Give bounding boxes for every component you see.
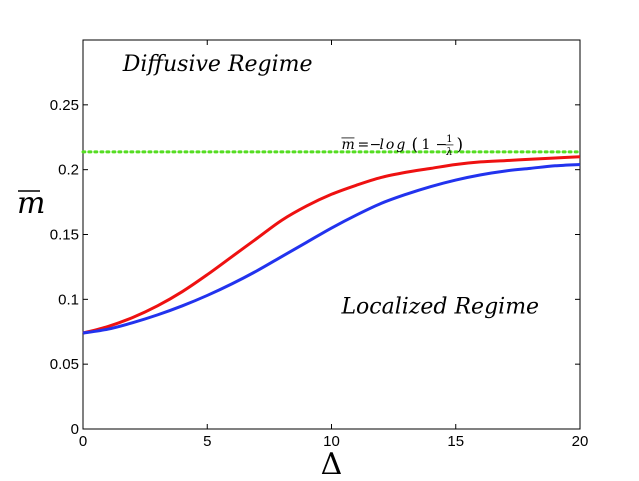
equation-close-paren: ) [456, 135, 463, 155]
x-tick-label: 20 [572, 433, 589, 450]
y-axis-label-text: m [17, 186, 45, 221]
annotation-localized-regime: Localized Regime [340, 295, 539, 320]
equation-log: log [379, 137, 407, 153]
x-axis-label: Δ [321, 447, 343, 481]
x-tick-label: 15 [447, 433, 464, 450]
axis-ticks: 0 5 10 15 20 0 0.05 0.1 0.15 0.2 0.25 [50, 40, 589, 450]
equation-one: 1 [421, 137, 430, 153]
y-tick-label: 0.15 [50, 227, 79, 244]
y-tick-label: 0.2 [58, 162, 79, 179]
x-tick-label: 5 [203, 433, 211, 450]
y-tick-label: 0.05 [50, 356, 79, 373]
plot-frame [82, 39, 581, 430]
x-tick-label: 0 [79, 433, 87, 450]
y-axis-label: m [17, 186, 45, 221]
equation-fraction-denominator: λ [445, 147, 452, 158]
equation-fraction-numerator: 1 [446, 134, 452, 145]
annotation-equation: m = − log ( 1 − 1 λ ) [341, 134, 463, 158]
series-blue-curve [82, 162, 581, 335]
equation-minus-2: − [435, 137, 447, 153]
y-tick-label: 0.1 [58, 291, 79, 308]
equation-open-paren: ( [411, 135, 418, 155]
series-red-curve [82, 155, 581, 335]
equation-lhs: m [341, 137, 354, 153]
series-layer [81, 150, 582, 335]
y-tick-label: 0.25 [50, 97, 79, 114]
annotation-diffusive-regime: Diffusive Regime [122, 52, 313, 77]
y-tick-label: 0 [71, 421, 79, 438]
equation-equals: = [357, 137, 369, 153]
x-tick-label: 10 [323, 433, 340, 450]
equation-minus: − [369, 137, 381, 153]
